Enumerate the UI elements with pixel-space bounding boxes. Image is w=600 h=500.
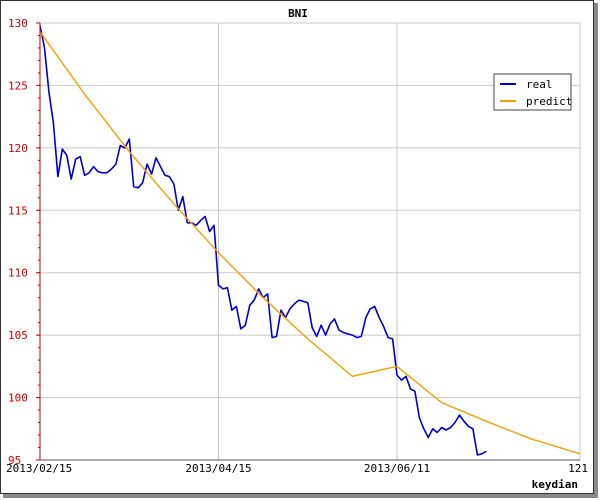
legend-label-predict: predict (526, 95, 572, 108)
legend: real predict (493, 73, 572, 111)
y-tick-label: 100 (8, 392, 28, 405)
axes (39, 23, 580, 461)
y-tick-label: 115 (8, 204, 28, 217)
series-line-predict (39, 31, 581, 455)
y-tick-label: 95 (8, 454, 21, 467)
legend-box (493, 73, 572, 111)
watermark: keydian (532, 478, 578, 491)
x-tick-label: 121 (568, 462, 588, 475)
x-tick-label: 2013/06/11 (364, 462, 430, 475)
y-axis-ticks: 95 100 105 110 115 120 125 130 (8, 17, 40, 467)
y-tick-label: 120 (8, 142, 28, 155)
legend-label-real: real (526, 78, 553, 91)
x-tick-label: 2013/02/15 (6, 462, 72, 475)
series-lines (39, 25, 581, 456)
x-axis-ticks: 2013/02/15 2013/04/15 2013/06/11 121 (6, 462, 588, 475)
y-tick-label: 130 (8, 17, 28, 30)
chart-title: BNI (288, 7, 308, 20)
x-tick-label: 2013/04/15 (185, 462, 251, 475)
y-tick-label: 105 (8, 329, 28, 342)
y-tick-label: 110 (8, 267, 28, 280)
y-tick-label: 125 (8, 79, 28, 92)
